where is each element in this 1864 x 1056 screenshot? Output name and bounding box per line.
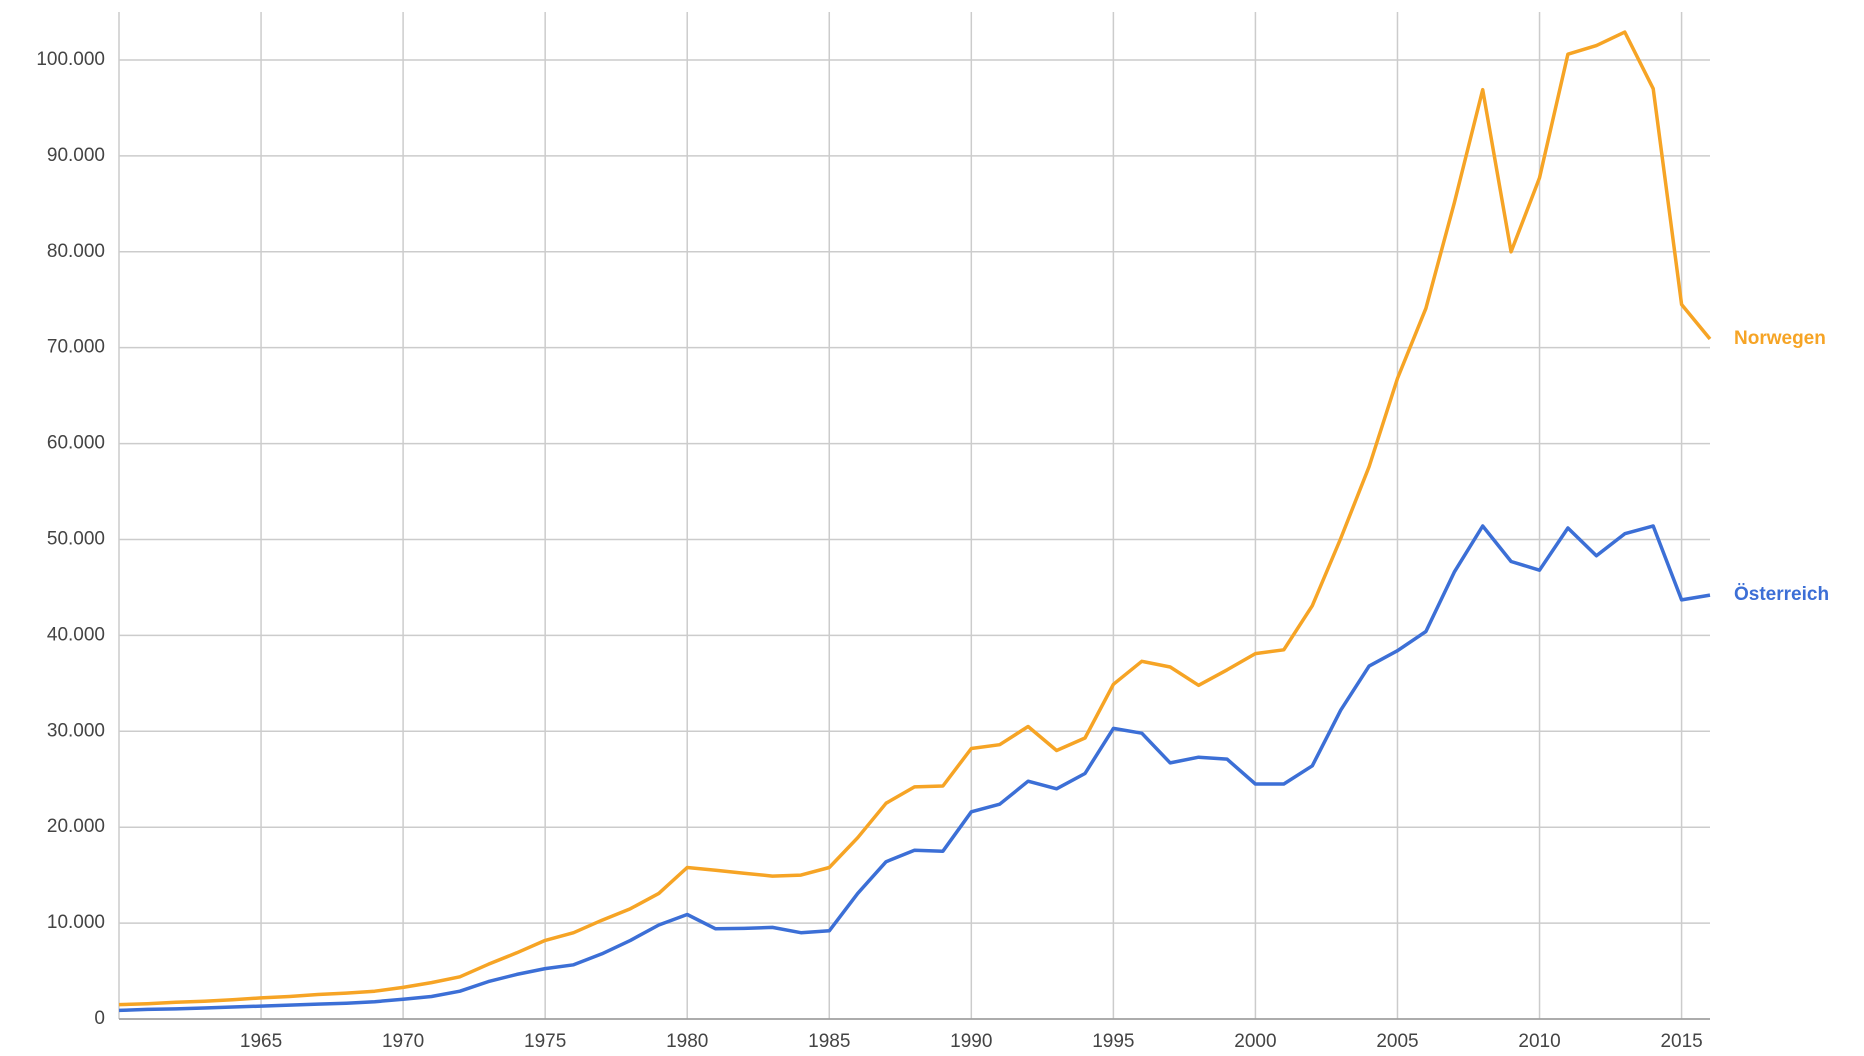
x-tick-label: 2010 xyxy=(1518,1031,1560,1052)
y-tick-label: 40.000 xyxy=(47,624,105,645)
y-tick-label: 100.000 xyxy=(36,49,105,70)
x-tick-label: 1975 xyxy=(524,1031,566,1052)
y-tick-label: 50.000 xyxy=(47,528,105,549)
x-tick-label: 2015 xyxy=(1660,1031,1702,1052)
y-tick-label: 0 xyxy=(94,1008,105,1029)
series-line xyxy=(118,30,1712,1007)
y-tick-label: 80.000 xyxy=(47,241,105,262)
y-tick-label: 20.000 xyxy=(47,816,105,837)
y-tick-label: 10.000 xyxy=(47,912,105,933)
x-tick-label: 1970 xyxy=(382,1031,424,1052)
x-tick-label: 1965 xyxy=(240,1031,282,1052)
series-label: Österreich xyxy=(1734,584,1829,605)
x-tick-label: 1985 xyxy=(808,1031,850,1052)
series-line xyxy=(118,524,1711,1013)
y-tick-label: 70.000 xyxy=(47,337,105,358)
y-tick-label: 30.000 xyxy=(47,720,105,741)
y-tick-label: 90.000 xyxy=(47,145,105,166)
x-tick-label: 2005 xyxy=(1376,1031,1418,1052)
x-tick-label: 2000 xyxy=(1234,1031,1276,1052)
y-tick-label: 60.000 xyxy=(47,433,105,454)
x-tick-label: 1995 xyxy=(1092,1031,1134,1052)
x-tick-label: 1990 xyxy=(950,1031,992,1052)
series-label: Norwegen xyxy=(1734,328,1826,349)
x-tick-label: 1980 xyxy=(666,1031,708,1052)
